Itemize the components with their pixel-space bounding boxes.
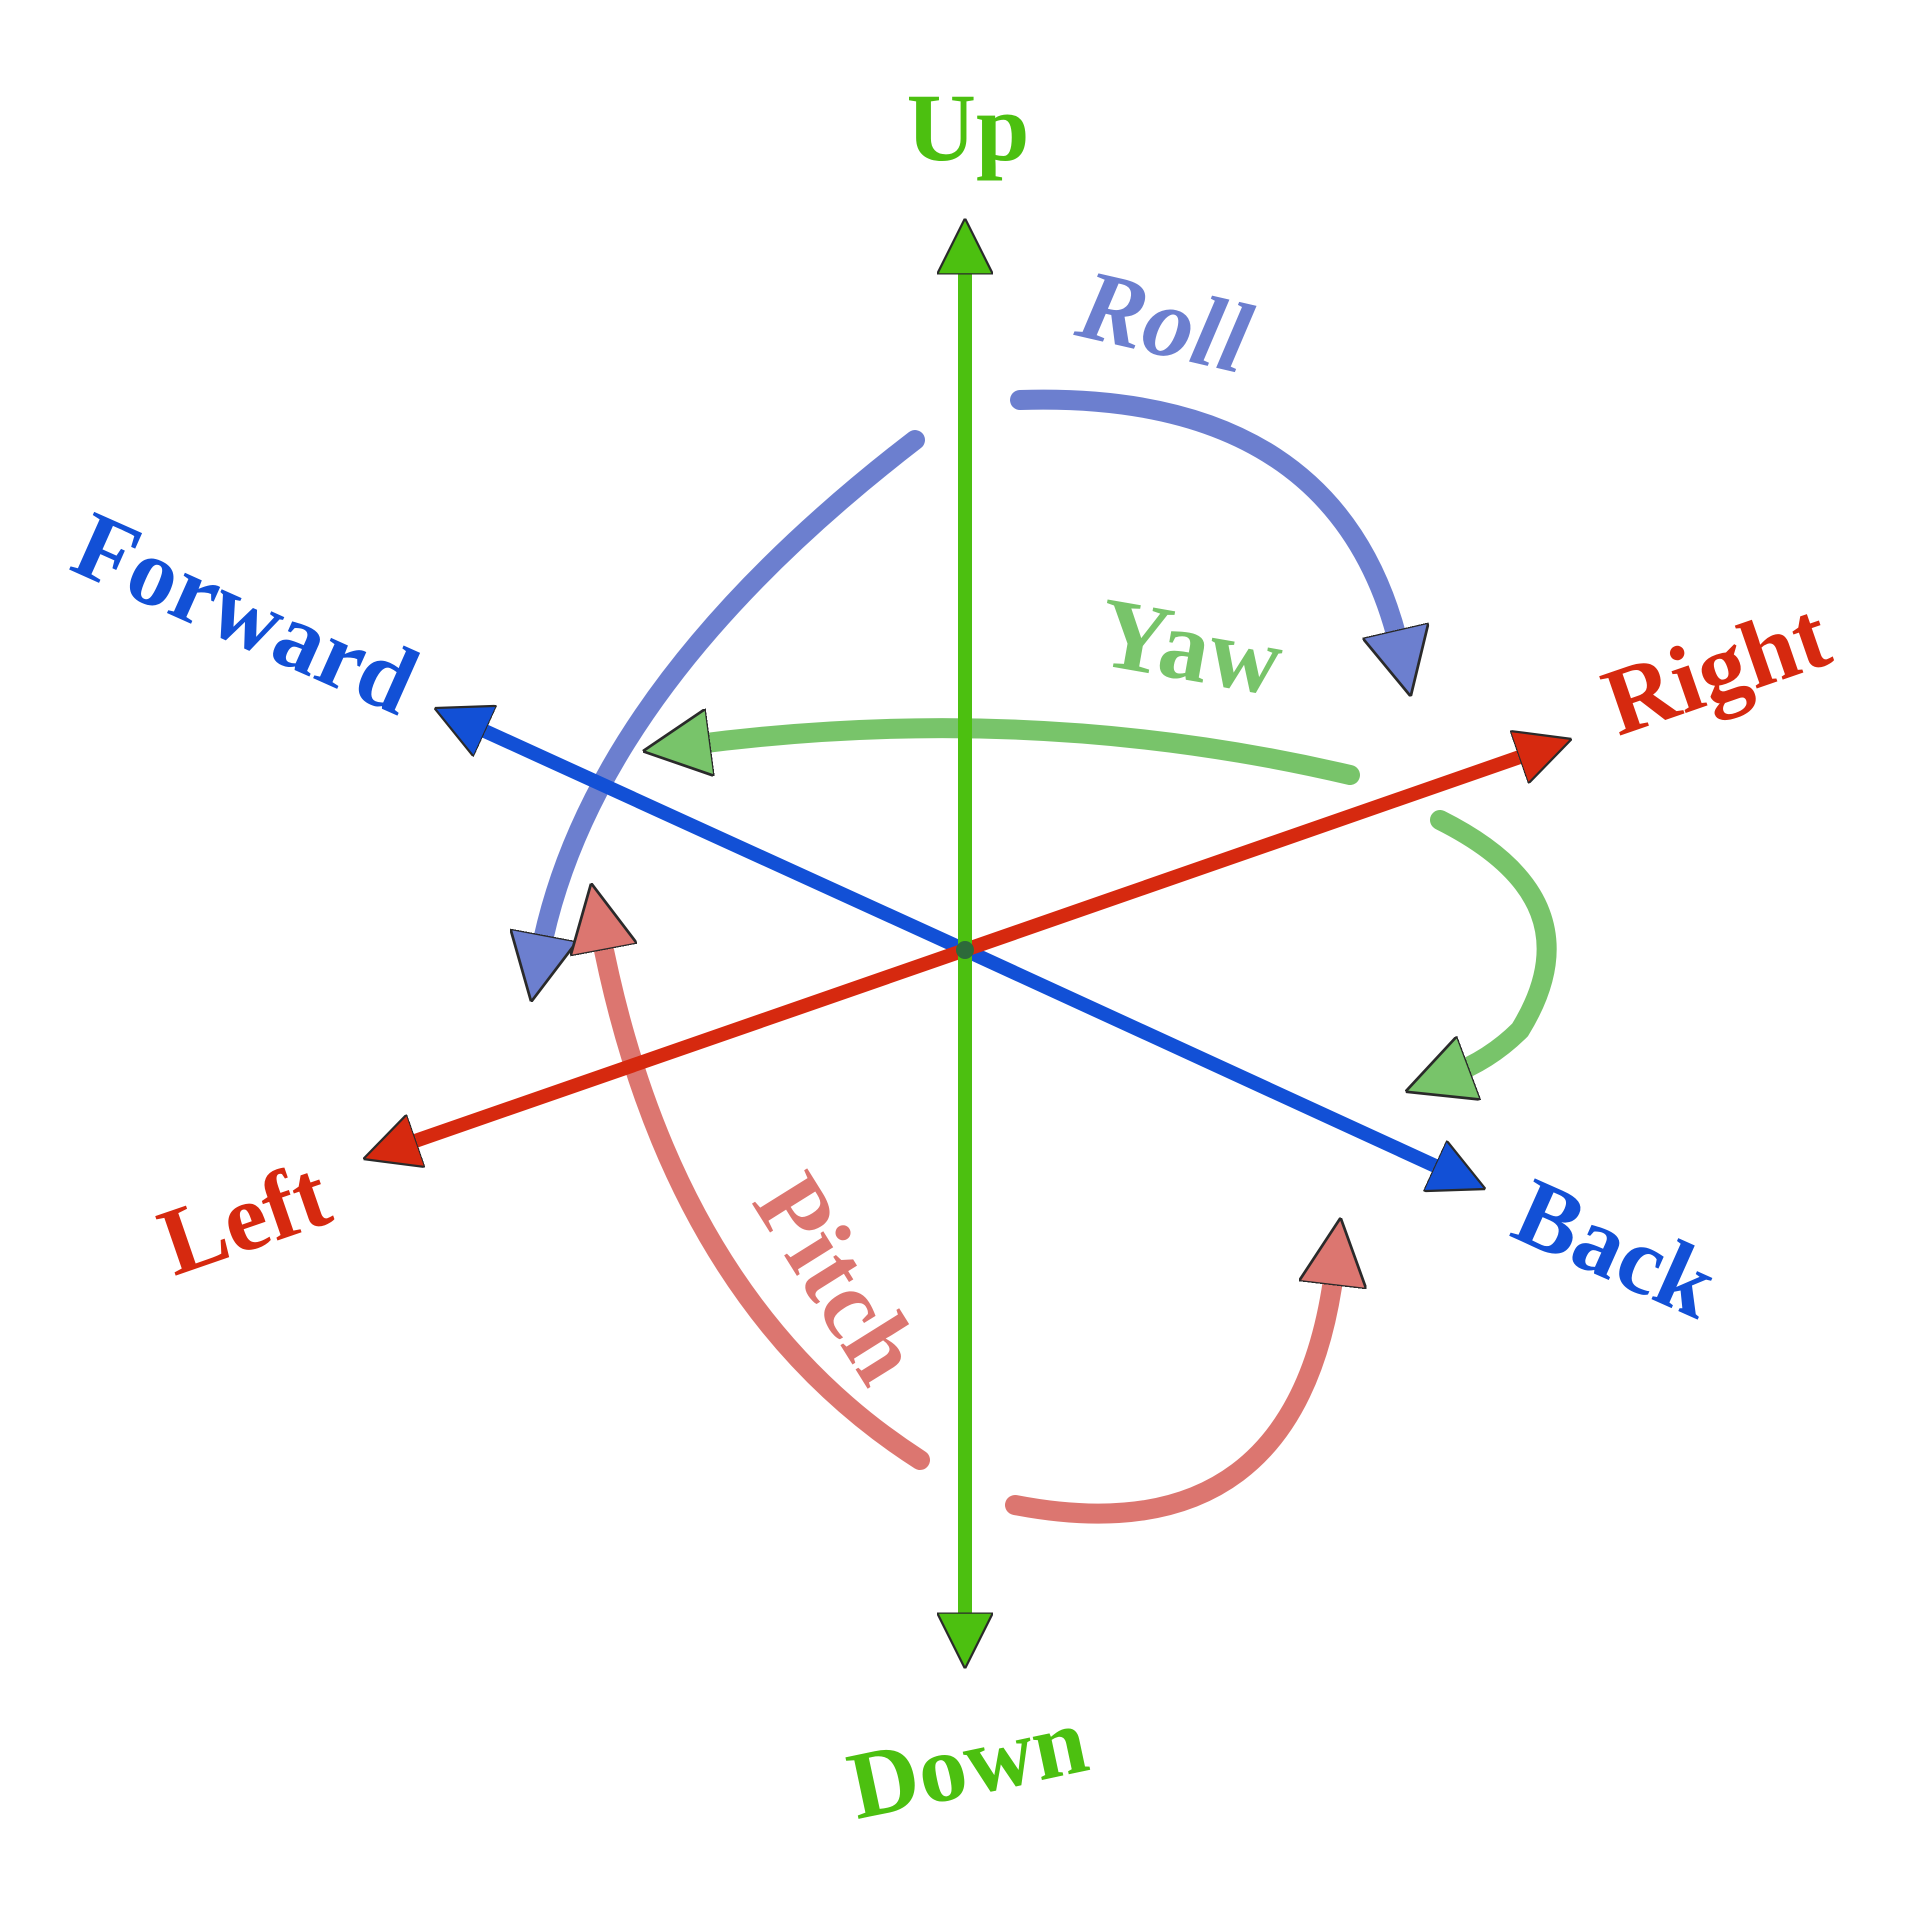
label-right: Right <box>1590 580 1842 756</box>
label-roll: Roll <box>1067 248 1261 395</box>
roll-arc-top <box>1010 389 1400 650</box>
roll-arrows <box>540 389 1400 955</box>
longitudinal-axis <box>465 722 1455 1175</box>
axis-line-forward <box>465 722 972 957</box>
label-back: Back <box>1499 1157 1733 1340</box>
axis-line-left <box>395 943 972 1148</box>
roll-arc-left <box>540 430 925 955</box>
origin-point <box>956 941 974 959</box>
label-left: Left <box>146 1139 342 1296</box>
label-yaw: Yaw <box>1091 576 1291 717</box>
label-down: Down <box>839 1685 1096 1840</box>
label-up: Up <box>907 74 1030 181</box>
axis-line-right <box>958 750 1540 957</box>
yaw-arc-rear <box>690 728 1360 785</box>
label-forward: Forward <box>59 490 434 735</box>
yaw-arrows <box>690 728 1557 1075</box>
axis-line-back <box>958 943 1455 1175</box>
label-pitch: Pitch <box>732 1155 944 1402</box>
lateral-axis <box>395 750 1540 1148</box>
pitch-arc-bottom <box>1005 1265 1335 1524</box>
yaw-arc-front <box>1440 810 1557 1075</box>
pitch-arrows <box>600 930 1335 1524</box>
pitch-arc-left <box>600 930 930 1470</box>
